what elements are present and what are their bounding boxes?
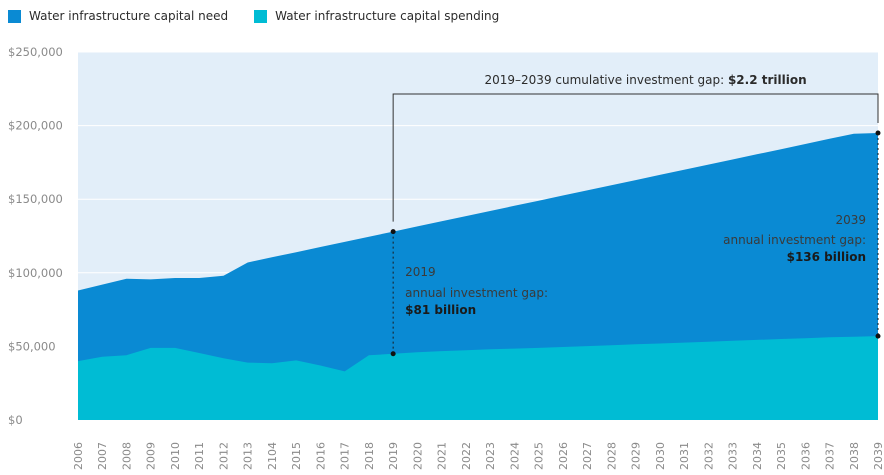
x-tick-label-9: 2015 (290, 442, 303, 470)
x-tick-label-11: 2017 (339, 442, 352, 470)
y-tick-label-3: $150,000 (8, 192, 63, 206)
gap-2039-label-value: $136 billion (787, 250, 866, 264)
legend-label-spending: Water infrastructure capital spending (275, 9, 500, 23)
x-tick-label-1: 2007 (96, 442, 109, 470)
x-tick-label-2: 2008 (120, 442, 133, 470)
y-tick-label-1: $50,000 (8, 339, 56, 353)
legend-swatch-need (8, 9, 21, 23)
gap-2019-dot-bottom (390, 351, 396, 357)
legend-item-need: Water infrastructure capital need (8, 9, 228, 23)
x-tick-label-8: 2104 (266, 442, 279, 470)
x-tick-label-10: 2016 (314, 442, 327, 470)
legend-item-spending: Water infrastructure capital spending (254, 9, 499, 23)
gap-2019-dot-top (390, 229, 396, 235)
x-tick-label-5: 2011 (193, 442, 206, 470)
x-tick-label-15: 2021 (436, 442, 449, 470)
x-tick-label-26: 2032 (702, 442, 715, 470)
x-tick-label-14: 2020 (411, 442, 424, 470)
gap-2039-dot-top (875, 130, 881, 136)
x-tick-label-6: 2012 (217, 442, 230, 470)
cumulative-gap-label: 2019–2039 cumulative investment gap: $2.… (485, 73, 807, 87)
x-tick-label-17: 2023 (484, 442, 497, 470)
y-tick-label-4: $200,000 (8, 119, 63, 133)
x-tick-label-16: 2022 (460, 442, 473, 470)
x-tick-label-20: 2026 (557, 442, 570, 470)
x-tick-label-18: 2024 (508, 442, 521, 470)
x-tick-label-33: 2039 (872, 442, 884, 470)
x-tick-label-3: 2009 (145, 442, 158, 470)
x-tick-label-31: 2037 (824, 442, 837, 470)
x-tick-label-24: 2030 (654, 442, 667, 470)
y-tick-label-0: $0 (8, 413, 23, 427)
legend-label-need: Water infrastructure capital need (29, 9, 229, 23)
x-tick-label-22: 2028 (605, 442, 618, 470)
x-tick-label-32: 2038 (848, 442, 861, 470)
x-tick-label-29: 2035 (775, 442, 788, 470)
y-tick-label-5: $250,000 (8, 45, 63, 59)
gap-2019-label-value: $81 billion (405, 303, 476, 317)
cumulative-gap-bracket (392, 93, 879, 222)
x-tick-label-28: 2034 (751, 442, 764, 470)
x-tick-label-12: 2018 (363, 442, 376, 470)
x-tick-label-23: 2029 (630, 442, 643, 470)
y-tick-label-2: $100,000 (8, 266, 63, 280)
x-tick-label-21: 2027 (581, 442, 594, 470)
cumulative-gap-value: $2.2 trillion (728, 73, 807, 87)
cumulative-gap-text: 2019–2039 cumulative investment gap: (485, 73, 728, 87)
gap-2039-dot-bottom (875, 333, 881, 339)
legend-swatch-spending (254, 9, 268, 23)
x-tick-label-25: 2031 (678, 442, 691, 470)
series-area-1 (78, 336, 878, 420)
legend: Water infrastructure capital need Water … (8, 6, 525, 26)
gap-2039-label-text: annual investment gap: (723, 233, 866, 247)
x-tick-label-30: 2036 (799, 442, 812, 470)
x-tick-label-19: 2025 (533, 442, 546, 470)
x-tick-label-27: 2033 (727, 442, 740, 470)
gap-2019-label-year: 2019 (405, 265, 436, 279)
gap-2039-label-year: 2039 (835, 213, 866, 227)
gap-2019-label-text: annual investment gap: (405, 286, 548, 300)
x-tick-label-4: 2010 (169, 442, 182, 470)
x-tick-label-7: 2013 (242, 442, 255, 470)
x-tick-label-0: 2006 (72, 442, 85, 470)
x-tick-label-13: 2019 (387, 442, 400, 470)
